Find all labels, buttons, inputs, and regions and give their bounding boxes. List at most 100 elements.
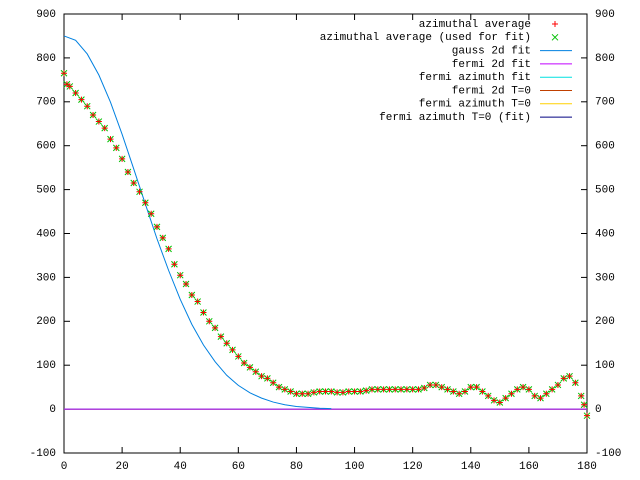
data-point [479, 388, 486, 395]
data-point [124, 169, 131, 176]
y-tick-label: 700 [36, 97, 56, 109]
data-point [566, 373, 573, 380]
data-point [339, 389, 346, 396]
data-point [310, 389, 317, 396]
y-tick-label: 300 [36, 272, 56, 284]
data-point [287, 388, 294, 395]
data-point [322, 388, 329, 395]
data-point [78, 96, 85, 103]
data-point [514, 386, 521, 393]
data-point [450, 388, 457, 395]
data-point [171, 261, 178, 268]
data-point [427, 381, 434, 388]
data-point [432, 381, 439, 388]
data-point [183, 280, 190, 287]
y-tick-label: 400 [36, 228, 56, 240]
x-tick-label: 20 [116, 461, 129, 473]
y2-tick-label: 900 [595, 9, 615, 21]
data-point [351, 388, 358, 395]
data-point [305, 390, 312, 397]
data-point [345, 388, 352, 395]
data-point [421, 385, 428, 392]
legend-marker [552, 21, 558, 27]
x-tick-label: 80 [290, 461, 303, 473]
y2-tick-label: 200 [595, 316, 615, 328]
data-point [520, 384, 527, 391]
data-point [136, 188, 143, 195]
data-point [235, 353, 242, 360]
data-point [281, 386, 288, 393]
y-tick-label: 900 [36, 9, 56, 21]
data-point [177, 272, 184, 279]
x-tick-label: 160 [519, 461, 539, 473]
data-point [229, 346, 236, 353]
data-point [200, 309, 207, 316]
data-point [61, 70, 67, 77]
data-point [66, 83, 73, 90]
data-point [543, 390, 550, 397]
data-point [508, 390, 515, 397]
y-tick-label: 800 [36, 53, 56, 65]
data-point [101, 125, 108, 132]
data-point [444, 386, 451, 393]
y2-tick-label: -100 [595, 448, 621, 460]
data-point [560, 375, 567, 382]
data-point [461, 388, 468, 395]
data-point [299, 390, 306, 397]
data-point [386, 386, 393, 393]
x-tick-label: 40 [174, 461, 187, 473]
data-point [119, 155, 126, 162]
y2-tick-label: 500 [595, 185, 615, 197]
data-point [246, 364, 253, 371]
legend-label: gauss 2d fit [452, 46, 531, 58]
data-point [223, 340, 230, 347]
data-point [398, 386, 405, 393]
y2-tick-label: 800 [595, 53, 615, 65]
y-tick-label: 500 [36, 185, 56, 197]
y2-tick-label: 100 [595, 360, 615, 372]
legend-label: fermi azimuth fit [419, 72, 531, 84]
x-tick-label: 60 [232, 461, 245, 473]
data-point [113, 144, 120, 151]
data-point [357, 388, 364, 395]
data-point [496, 399, 503, 406]
data-point [572, 379, 579, 386]
data-point [148, 210, 155, 217]
y-tick-label: 0 [49, 404, 56, 416]
data-point [293, 390, 300, 397]
data-point [84, 103, 91, 110]
data-point [374, 386, 381, 393]
data-point [90, 111, 97, 118]
y-tick-label: 600 [36, 141, 56, 153]
legend-label: fermi 2d fit [452, 59, 531, 71]
data-point [502, 395, 509, 402]
data-point [241, 360, 248, 367]
data-point [403, 386, 410, 393]
data-line [63, 35, 332, 410]
data-point [491, 397, 498, 404]
legend-label: azimuthal average (used for fit) [320, 32, 531, 44]
x-tick-label: 180 [577, 461, 597, 473]
legend-label: fermi azimuth T=0 (fit) [379, 112, 531, 124]
data-point [276, 384, 283, 391]
data-point [584, 412, 590, 419]
data-point [153, 223, 160, 230]
x-tick-label: 120 [403, 461, 423, 473]
x-tick-label: 100 [345, 461, 365, 473]
data-point [549, 386, 556, 393]
data-point [334, 389, 341, 396]
data-point [467, 384, 474, 391]
legend-label: azimuthal average [419, 19, 531, 31]
data-point [72, 90, 79, 97]
data-point [415, 386, 422, 393]
data-point [316, 388, 323, 395]
y2-tick-label: 0 [595, 404, 602, 416]
data-point [438, 384, 445, 391]
data-point [392, 386, 399, 393]
y2-tick-label: 400 [595, 228, 615, 240]
data-point [554, 381, 561, 388]
y2-tick-label: 700 [595, 97, 615, 109]
data-point [194, 298, 201, 305]
data-point [363, 387, 370, 394]
x-tick-label: 140 [461, 461, 481, 473]
